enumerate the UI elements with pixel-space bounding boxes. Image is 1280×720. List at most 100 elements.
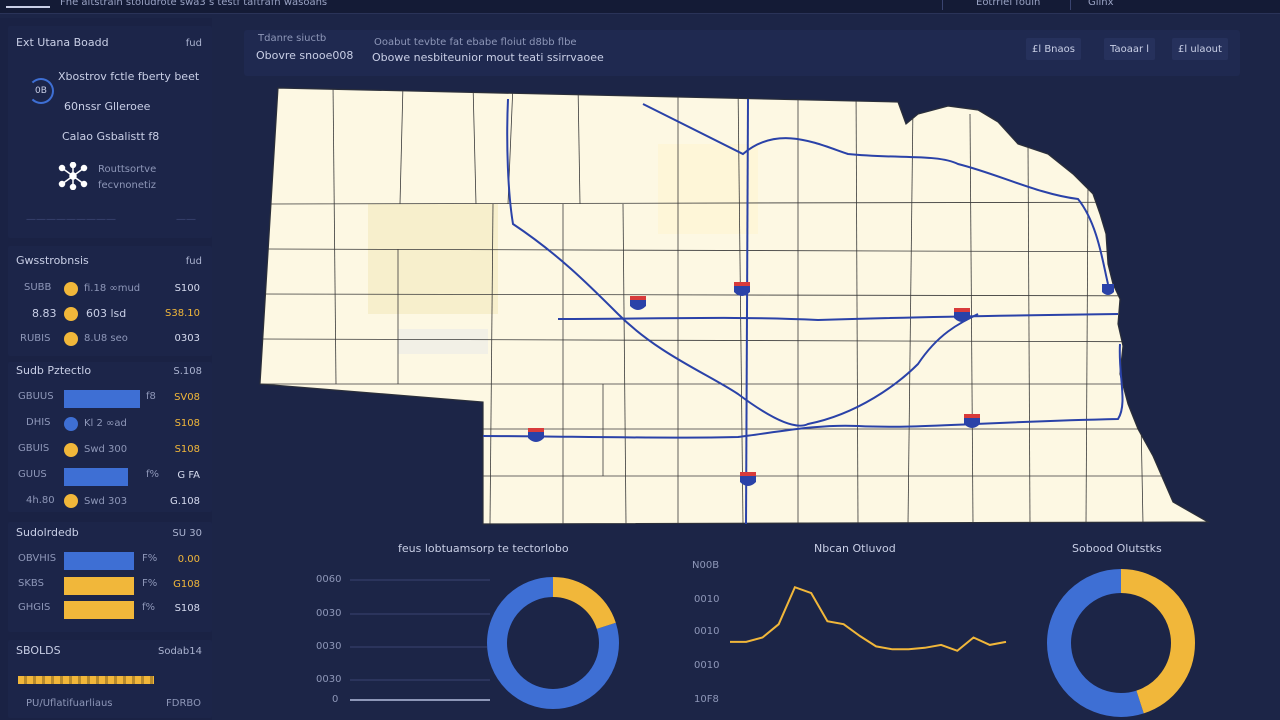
stat-label: 8.83	[32, 307, 57, 320]
footer-heading: SBOLDS	[16, 644, 61, 657]
category-label: OBVHIS	[18, 553, 57, 564]
stats-heading: Gwsstrobnsis	[16, 254, 89, 267]
highway-network	[482, 98, 1124, 525]
breakdown-value: S108	[174, 444, 200, 455]
overview-footer-right: ——	[176, 214, 196, 225]
categories-panel: Sudolrdedb SU 30 OBVHIS F% 0.00 SKBS F% …	[8, 522, 212, 632]
overview-line-4b: fecvnonetiz	[98, 180, 156, 191]
breakdown-heading: Sudb Pztectlo	[16, 364, 92, 377]
ring-label: 0B	[35, 86, 47, 96]
status-dot	[64, 417, 78, 431]
breakdown-label: DHIS	[26, 417, 51, 428]
stat-mid: 8.U8 seo	[84, 333, 128, 344]
tick-label: 0010	[694, 594, 720, 605]
overview-footer-left: —————————	[26, 214, 116, 225]
left-grid	[350, 579, 490, 701]
breakdown-bar	[64, 390, 140, 408]
footer-line: PU/Uflatifuarliaus	[26, 698, 113, 709]
tag-filter-2[interactable]: Taoaar l	[1104, 38, 1156, 60]
tick-label: 0010	[694, 626, 720, 637]
categories-heading-right: SU 30	[172, 528, 202, 539]
top-bar: Fhe altstrain stoiudrote swa3 s testf ta…	[0, 0, 1280, 14]
stat-mid: 603 lsd	[86, 307, 127, 320]
status-dot	[64, 282, 78, 296]
stat-label: RUBIS	[20, 333, 51, 344]
divider	[1070, 0, 1071, 10]
tag-filter-1[interactable]: £l Bnaos	[1026, 38, 1081, 60]
tick-label: 0030	[316, 674, 342, 685]
category-mid: F%	[142, 578, 158, 589]
breakdown-mid: Swd 303	[84, 496, 128, 507]
donut-segment-orange	[1047, 569, 1195, 717]
line-series	[730, 585, 1007, 652]
category-bar	[64, 552, 134, 570]
category-bar	[64, 577, 134, 595]
category-mid: f%	[142, 602, 156, 613]
overview-heading-right: fud	[185, 38, 202, 49]
overview-panel: Ext Utana Boadd fud 0B Xbostrov fctle fb…	[8, 26, 212, 238]
breakdown-mid: Kl 2 ∞ad	[84, 418, 127, 429]
breakdown-value: G FA	[177, 470, 200, 481]
stat-value: S100	[174, 283, 200, 294]
breakdown-value: G.108	[169, 496, 200, 507]
breakdown-mid: f8	[146, 391, 156, 402]
left-chart-title: feus lobtuamsorp te tectorlobo	[398, 542, 569, 555]
center-line-chart	[730, 585, 1007, 652]
status-dot	[64, 307, 78, 321]
category-label: SKBS	[18, 578, 44, 589]
breakdown-label: 4h.80	[26, 495, 55, 506]
status-dot	[64, 494, 78, 508]
stats-heading-right: fud	[185, 256, 202, 267]
tick-label: 0030	[316, 641, 342, 652]
overview-line-2: 60nssr Glleroee	[64, 100, 151, 113]
breakdown-value: SV08	[174, 392, 200, 403]
divider	[942, 0, 943, 10]
stat-value: 0303	[174, 333, 200, 344]
categories-heading: Sudolrdedb	[16, 526, 79, 539]
app-logo[interactable]	[6, 0, 50, 8]
user-menu[interactable]: Eotrriel fouin	[976, 0, 1041, 8]
tick-label: 0010	[694, 660, 720, 671]
left-donut-chart	[487, 577, 619, 709]
category-value: 0.00	[177, 554, 200, 565]
status-dot	[64, 443, 78, 457]
status-dot	[64, 332, 78, 346]
map-svg	[259, 87, 1209, 525]
sidebar: Ext Utana Boadd fud 0B Xbostrov fctle fb…	[0, 18, 212, 720]
tag-filter-3[interactable]: £l ulaout	[1172, 38, 1228, 60]
overview-line-3: Calao Gsbalistt f8	[62, 130, 160, 143]
breakdown-heading-right: S.108	[173, 366, 202, 377]
breakdown-mid: f%	[146, 469, 160, 480]
breakdown-value: S108	[174, 418, 200, 429]
header-center-top: Ooabut tevbte fat ebabe floiut d8bb flbe	[374, 37, 577, 48]
category-value: S108	[174, 603, 200, 614]
overview-line-4a: Routtsortve	[98, 164, 157, 175]
donut-segment-orange	[487, 577, 619, 709]
stats-panel: Gwsstrobnsis fud SUBB fi.18 ∞mud S100 8.…	[8, 246, 212, 356]
breakdown-label: GUUS	[18, 469, 47, 480]
tick-label: 0	[332, 694, 339, 705]
header-left-top: Tdanre siuctb	[258, 33, 327, 44]
footer-heading-right: Sodab14	[157, 646, 202, 657]
network-icon	[58, 162, 88, 190]
app-title: Fhe altstrain stoiudrote swa3 s testf ta…	[60, 0, 328, 8]
main-menu[interactable]: Gllnx	[1088, 0, 1114, 8]
category-value: G108	[173, 579, 200, 590]
tick-label: 0030	[316, 608, 342, 619]
category-mid: F%	[142, 553, 158, 564]
header-center-bottom: Obowe nesbiteunior mout teati ssirrvaoee	[372, 51, 604, 64]
footer-panel: SBOLDS Sodab14 PU/Uflatifuarliaus FDRBO	[8, 640, 212, 718]
county-grid	[260, 88, 1208, 524]
county-map[interactable]	[258, 84, 1218, 534]
breakdown-mid: Swd 300	[84, 444, 128, 455]
breakdown-bar	[64, 468, 128, 486]
progress-ring: 0B	[28, 78, 54, 104]
right-chart-title: Sobood Olutstks	[1072, 542, 1162, 555]
category-label: GHGIS	[18, 602, 51, 613]
stat-label: SUBB	[24, 282, 52, 293]
progress-track	[18, 676, 154, 684]
tick-label: 10F8	[694, 694, 719, 705]
breakdown-label: GBUIS	[18, 443, 50, 454]
header-card: Tdanre siuctb Obovre snooe008 Ooabut tev…	[244, 30, 1240, 76]
header-left-bottom: Obovre snooe008	[256, 49, 354, 62]
